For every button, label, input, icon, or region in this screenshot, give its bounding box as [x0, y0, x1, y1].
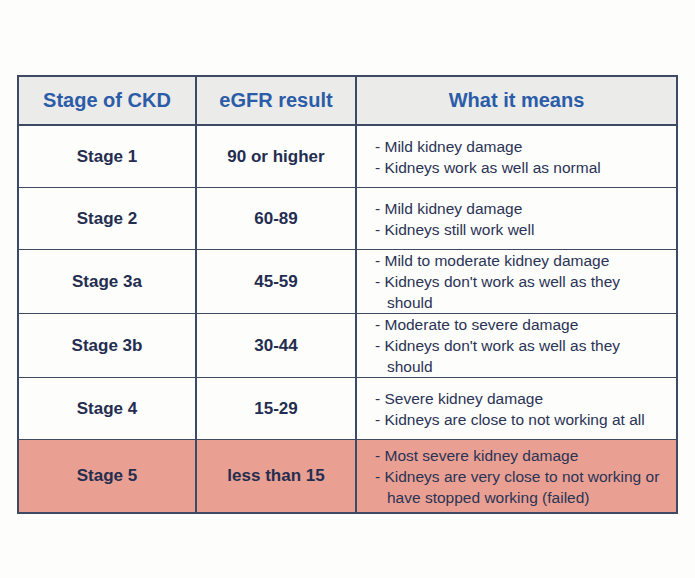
egfr-value-cell: 45-59 — [196, 250, 356, 314]
meaning-bullet: Mild to moderate kidney damage — [375, 250, 670, 271]
column-header-stage: Stage of CKD — [18, 76, 196, 125]
meaning-bullet: Kidneys are very close to not working or… — [375, 466, 670, 508]
stage-cell: Stage 2 — [18, 188, 196, 250]
meaning-bullet: Kidneys don't work as well as they shoul… — [375, 271, 670, 313]
meaning-bullet: Mild kidney damage — [375, 136, 670, 157]
meaning-bullet: Severe kidney damage — [375, 388, 670, 409]
meaning-cell: Most severe kidney damage Kidneys are ve… — [356, 440, 677, 514]
meaning-cell: Moderate to severe damage Kidneys don't … — [356, 314, 677, 378]
table-row-stage-2: Stage 2 60-89 Mild kidney damage Kidneys… — [18, 188, 677, 250]
stage-cell: Stage 4 — [18, 378, 196, 440]
stage-cell: Stage 3a — [18, 250, 196, 314]
table-row-stage-4: Stage 4 15-29 Severe kidney damage Kidne… — [18, 378, 677, 440]
table-row-stage-5: Stage 5 less than 15 Most severe kidney … — [18, 440, 677, 514]
stage-cell: Stage 5 — [18, 440, 196, 514]
meaning-bullet: Kidneys don't work as well as they shoul… — [375, 335, 670, 377]
column-header-meaning: What it means — [356, 76, 677, 125]
meaning-bullet: Most severe kidney damage — [375, 445, 670, 466]
meaning-cell: Severe kidney damage Kidneys are close t… — [356, 378, 677, 440]
column-header-egfr: eGFR result — [196, 76, 356, 125]
ckd-stages-table: Stage of CKD eGFR result What it means S… — [17, 75, 678, 514]
egfr-value-cell: 90 or higher — [196, 125, 356, 188]
header-row: Stage of CKD eGFR result What it means — [18, 76, 677, 125]
table-row-stage-1: Stage 1 90 or higher Mild kidney damage … — [18, 125, 677, 188]
meaning-cell: Mild kidney damage Kidneys work as well … — [356, 125, 677, 188]
meaning-bullet: Kidneys still work well — [375, 219, 670, 240]
egfr-value-cell: 15-29 — [196, 378, 356, 440]
meaning-bullet: Mild kidney damage — [375, 198, 670, 219]
table-row-stage-3a: Stage 3a 45-59 Mild to moderate kidney d… — [18, 250, 677, 314]
egfr-value-cell: 30-44 — [196, 314, 356, 378]
table-header: Stage of CKD eGFR result What it means — [18, 76, 677, 125]
egfr-value-cell: less than 15 — [196, 440, 356, 514]
meaning-bullet: Moderate to severe damage — [375, 314, 670, 335]
ckd-stages-table-container: Stage of CKD eGFR result What it means S… — [17, 75, 676, 514]
egfr-value-cell: 60-89 — [196, 188, 356, 250]
stage-cell: Stage 3b — [18, 314, 196, 378]
stage-cell: Stage 1 — [18, 125, 196, 188]
meaning-cell: Mild to moderate kidney damage Kidneys d… — [356, 250, 677, 314]
meaning-bullet: Kidneys work as well as normal — [375, 157, 670, 178]
meaning-cell: Mild kidney damage Kidneys still work we… — [356, 188, 677, 250]
table-row-stage-3b: Stage 3b 30-44 Moderate to severe damage… — [18, 314, 677, 378]
meaning-bullet: Kidneys are close to not working at all — [375, 409, 670, 430]
